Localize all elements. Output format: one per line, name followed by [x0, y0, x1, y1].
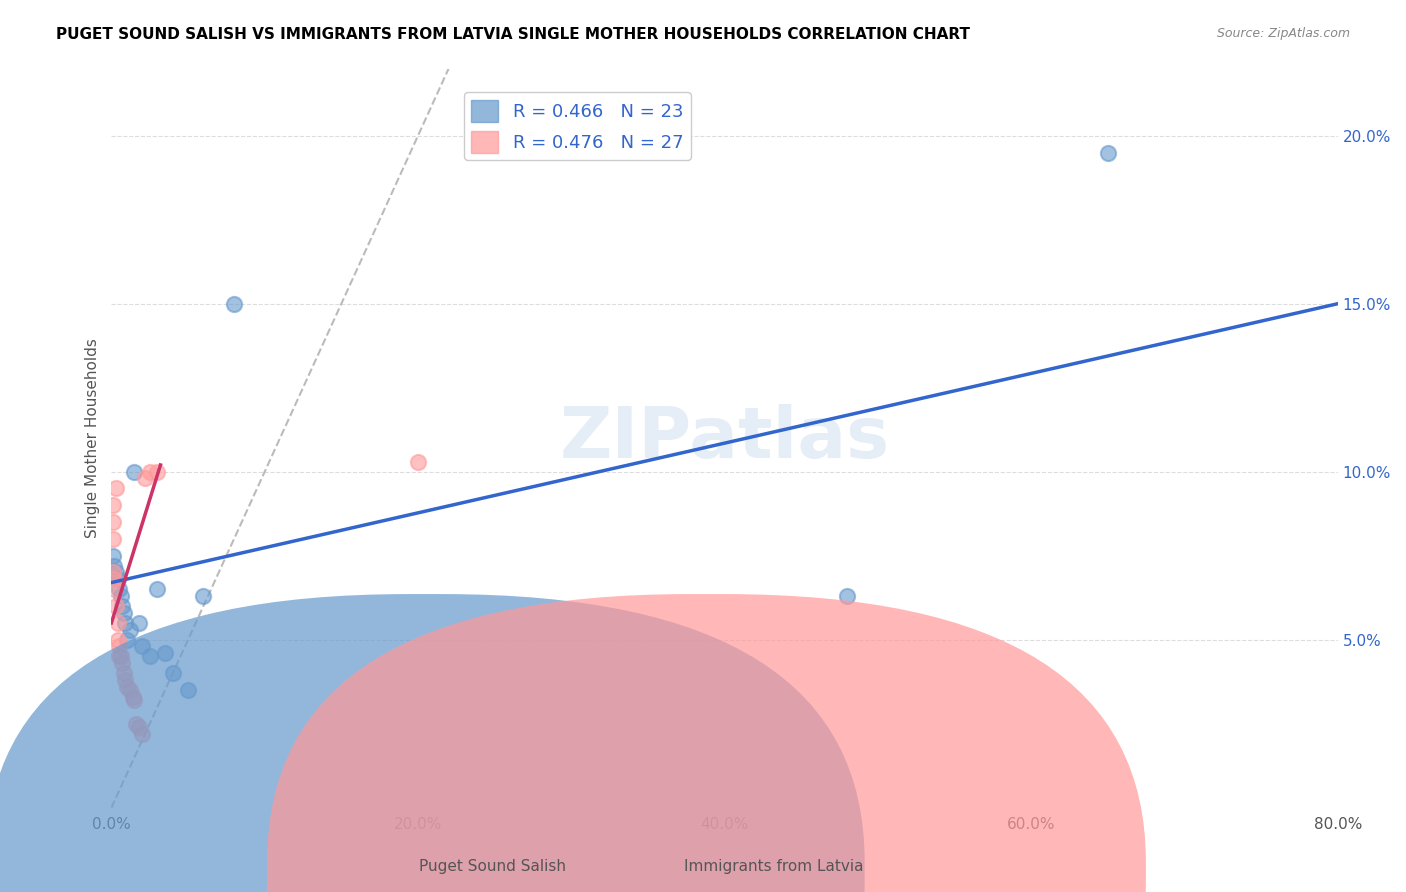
Point — [837, 589, 859, 603]
Point — [101, 498, 124, 512]
Point — [111, 599, 134, 613]
Point — [222, 296, 245, 310]
Point — [103, 558, 125, 573]
Point — [105, 482, 128, 496]
Point — [177, 683, 200, 698]
Point — [107, 572, 129, 586]
Point — [101, 549, 124, 563]
Point — [111, 657, 134, 671]
Point — [124, 693, 146, 707]
Point — [128, 720, 150, 734]
Point — [115, 680, 138, 694]
Point — [110, 589, 132, 603]
Point — [153, 646, 176, 660]
Point — [110, 649, 132, 664]
Text: Puget Sound Salish: Puget Sound Salish — [419, 859, 565, 874]
Point — [125, 716, 148, 731]
Point — [131, 727, 153, 741]
Point — [131, 640, 153, 654]
Point — [103, 582, 125, 597]
Point — [103, 572, 125, 586]
Point — [406, 455, 429, 469]
Point — [124, 465, 146, 479]
Point — [112, 606, 135, 620]
Point — [162, 666, 184, 681]
Point — [101, 515, 124, 529]
Text: Immigrants from Latvia: Immigrants from Latvia — [683, 859, 863, 874]
Point — [108, 649, 131, 664]
Point — [101, 532, 124, 546]
Point — [146, 582, 169, 597]
Text: PUGET SOUND SALISH VS IMMIGRANTS FROM LATVIA SINGLE MOTHER HOUSEHOLDS CORRELATIO: PUGET SOUND SALISH VS IMMIGRANTS FROM LA… — [56, 27, 970, 42]
Point — [105, 599, 128, 613]
Legend: R = 0.466   N = 23, R = 0.476   N = 27: R = 0.466 N = 23, R = 0.476 N = 27 — [464, 93, 690, 160]
Point — [112, 666, 135, 681]
Point — [108, 640, 131, 654]
Point — [193, 589, 215, 603]
Point — [107, 615, 129, 630]
Point — [134, 471, 156, 485]
Text: Source: ZipAtlas.com: Source: ZipAtlas.com — [1216, 27, 1350, 40]
Y-axis label: Single Mother Households: Single Mother Households — [86, 338, 100, 538]
Point — [146, 465, 169, 479]
Point — [118, 683, 141, 698]
Point — [138, 465, 160, 479]
Point — [107, 632, 129, 647]
Text: ZIPatlas: ZIPatlas — [560, 403, 890, 473]
Point — [114, 615, 136, 630]
Point — [105, 566, 128, 580]
Point — [122, 690, 145, 704]
Point — [114, 673, 136, 687]
Point — [108, 582, 131, 597]
Point — [115, 632, 138, 647]
Point — [118, 623, 141, 637]
Point — [101, 566, 124, 580]
Point — [1097, 145, 1119, 160]
Point — [128, 615, 150, 630]
Point — [138, 649, 160, 664]
